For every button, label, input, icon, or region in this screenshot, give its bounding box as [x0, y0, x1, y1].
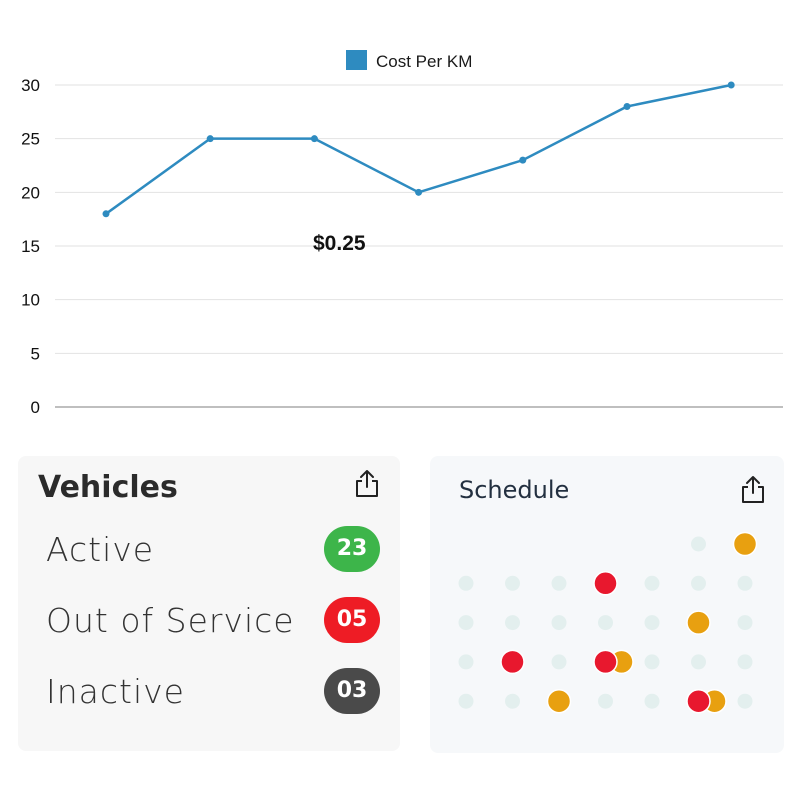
y-axis-ticks: 0 5 10 15 20 25 30	[21, 76, 40, 417]
vehicle-status-inactive[interactable]: Inactive 03	[46, 668, 380, 718]
vehicle-status-out-of-service[interactable]: Out of Service 05	[46, 597, 380, 647]
y-tick-label: 20	[21, 183, 40, 202]
schedule-slot-empty	[551, 654, 567, 670]
schedule-slot-orange[interactable]	[546, 688, 572, 714]
schedule-slot-orange[interactable]	[732, 531, 758, 557]
schedule-slot-empty	[505, 615, 520, 631]
schedule-title: Schedule	[459, 476, 570, 504]
vehicle-status-active[interactable]: Active 23	[46, 526, 380, 576]
y-tick-label: 15	[21, 237, 40, 256]
legend-label: Cost Per KM	[376, 52, 472, 71]
schedule-slot-red[interactable]	[500, 649, 525, 675]
status-count-badge: 03	[324, 668, 380, 714]
series-points	[102, 81, 735, 218]
status-count-badge: 23	[324, 526, 380, 572]
schedule-slot-empty	[505, 575, 520, 591]
schedule-slot-empty	[691, 575, 706, 591]
schedule-slot-empty	[737, 654, 753, 670]
schedule-dot-grid	[458, 531, 758, 714]
schedule-slot-empty	[644, 575, 660, 591]
chart-legend[interactable]: Cost Per KM	[346, 50, 472, 71]
schedule-share-button[interactable]	[739, 474, 767, 504]
schedule-slot-red[interactable]	[593, 649, 618, 675]
cost-per-km-chart: 0 5 10 15 20 25 30 Cost Per KM $0.25	[21, 50, 783, 417]
schedule-card: Schedule	[430, 456, 784, 753]
y-tick-label: 0	[31, 398, 40, 417]
data-point[interactable]	[102, 210, 110, 218]
share-icon	[739, 474, 767, 504]
schedule-slot-empty	[644, 693, 660, 709]
schedule-slot-red[interactable]	[686, 688, 711, 714]
data-point[interactable]	[310, 135, 318, 143]
data-point[interactable]	[519, 156, 527, 164]
status-count-badge: 05	[324, 597, 380, 643]
data-point[interactable]	[206, 135, 214, 143]
share-icon	[353, 468, 381, 498]
schedule-slot-empty	[551, 575, 567, 591]
status-label: Active	[46, 530, 155, 569]
y-tick-label: 30	[21, 76, 40, 95]
data-point[interactable]	[623, 102, 631, 110]
schedule-slot-empty	[644, 654, 660, 670]
vehicles-share-button[interactable]	[353, 468, 381, 498]
schedule-slot-empty	[551, 615, 567, 631]
schedule-slot-empty	[458, 654, 474, 670]
vehicles-title: Vehicles	[38, 470, 178, 505]
schedule-slot-empty	[598, 693, 613, 709]
schedule-slot-empty	[458, 615, 474, 631]
schedule-slot-orange[interactable]	[686, 610, 711, 635]
schedule-slot-empty	[458, 575, 474, 591]
schedule-slot-empty	[691, 654, 706, 670]
schedule-slot-empty	[598, 615, 613, 631]
y-tick-label: 5	[31, 344, 40, 363]
schedule-slot-empty	[737, 615, 753, 631]
schedule-slot-empty	[691, 536, 706, 552]
status-label: Inactive	[46, 672, 185, 711]
y-tick-label: 10	[21, 291, 40, 310]
vehicles-card: Vehicles Active 23 Out of Service 05 Ina…	[18, 456, 400, 751]
status-label: Out of Service	[46, 601, 295, 640]
chart-annotation: $0.25	[313, 232, 366, 255]
schedule-slot-empty	[458, 693, 474, 709]
y-tick-label: 25	[21, 130, 40, 149]
data-point[interactable]	[415, 188, 423, 196]
schedule-slot-empty	[644, 615, 660, 631]
schedule-slot-empty	[505, 693, 520, 709]
schedule-slot-empty	[737, 575, 753, 591]
schedule-slot-red[interactable]	[593, 571, 618, 596]
data-point[interactable]	[727, 81, 735, 89]
schedule-slot-empty	[737, 693, 753, 709]
legend-swatch	[346, 50, 367, 70]
chart-grid	[55, 84, 783, 354]
